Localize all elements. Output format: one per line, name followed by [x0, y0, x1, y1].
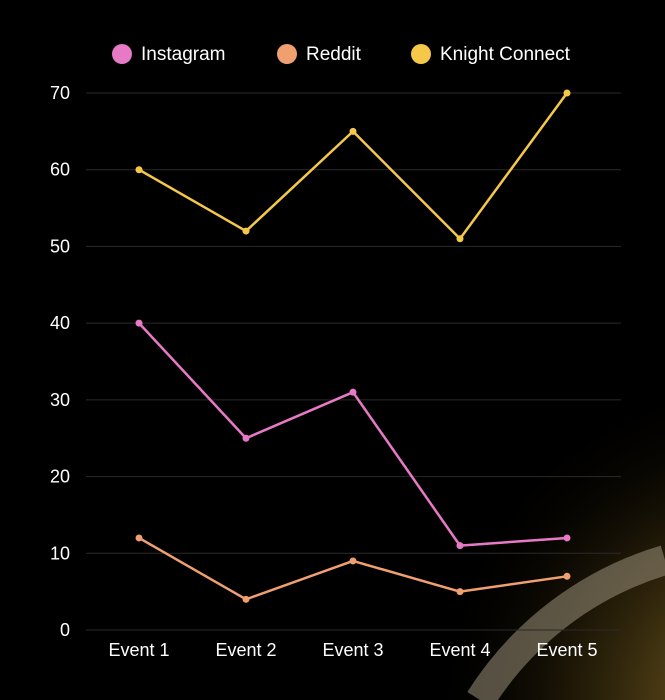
x-tick-label: Event 1 [108, 640, 169, 660]
legend-item[interactable]: Instagram [112, 44, 225, 65]
data-point[interactable] [135, 534, 143, 542]
data-point[interactable] [456, 235, 464, 243]
data-point[interactable] [349, 388, 357, 396]
x-tick-label: Event 3 [322, 640, 383, 660]
data-point[interactable] [242, 434, 250, 442]
legend-label: Instagram [141, 44, 225, 65]
legend-swatch [277, 44, 297, 64]
y-tick-label: 0 [60, 620, 70, 640]
x-tick-label: Event 5 [536, 640, 597, 660]
y-tick-label: 30 [50, 390, 70, 410]
legend-item[interactable]: Reddit [277, 44, 362, 65]
data-point[interactable] [135, 319, 143, 327]
x-tick-label: Event 4 [429, 640, 490, 660]
y-tick-label: 10 [50, 543, 70, 563]
data-point[interactable] [242, 227, 250, 235]
series-group [135, 89, 571, 603]
y-tick-label: 40 [50, 313, 70, 333]
data-point[interactable] [456, 588, 464, 596]
corner-arc [467, 545, 665, 700]
data-point[interactable] [563, 534, 571, 542]
y-tick-label: 20 [50, 467, 70, 487]
legend-swatch [411, 44, 431, 64]
data-point[interactable] [563, 572, 571, 580]
series-instagram [135, 319, 571, 550]
data-point[interactable] [349, 127, 357, 135]
data-point[interactable] [456, 542, 464, 550]
legend: Instagram Reddit Knight Connect [112, 44, 571, 65]
data-point[interactable] [135, 166, 143, 174]
grid-lines [86, 92, 621, 631]
legend-label: Reddit [306, 44, 362, 65]
y-axis: 0 10 20 30 40 50 60 70 [50, 83, 70, 640]
x-axis: Event 1 Event 2 Event 3 Event 4 Event 5 [108, 640, 597, 660]
legend-label: Knight Connect [440, 44, 571, 65]
y-tick-label: 50 [50, 236, 70, 256]
data-point[interactable] [563, 89, 571, 97]
data-point[interactable] [349, 557, 357, 565]
y-tick-label: 60 [50, 160, 70, 180]
legend-swatch [112, 44, 132, 64]
series-reddit [135, 534, 571, 603]
series-knight-connect [135, 89, 571, 243]
legend-item[interactable]: Knight Connect [411, 44, 571, 65]
x-tick-label: Event 2 [215, 640, 276, 660]
y-tick-label: 70 [50, 83, 70, 103]
data-point[interactable] [242, 595, 250, 603]
